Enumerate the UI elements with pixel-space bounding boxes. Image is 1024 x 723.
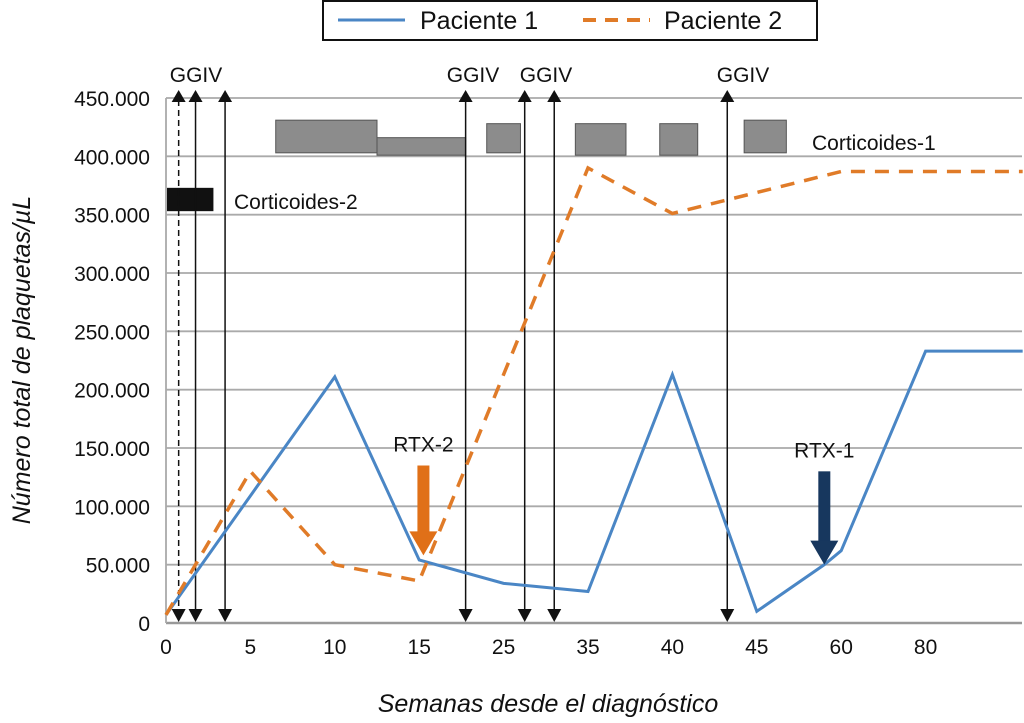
rtx-arrow-rtx-2: RTX-2 [393, 434, 454, 556]
x-axis-title: Semanas desde el diagnóstico [378, 690, 719, 718]
legend-label-paciente-1: Paciente 1 [420, 7, 538, 35]
arrow-down-head-icon [218, 609, 233, 622]
corticoid-blocks [167, 119, 787, 212]
ggiv-arrows [171, 90, 735, 622]
corticoides-2-block [167, 187, 214, 212]
ggiv-arrow [171, 90, 186, 622]
arrow-down-head-icon [720, 609, 735, 622]
ggiv-arrow [517, 90, 532, 622]
ggiv-arrow [188, 90, 203, 622]
ggiv-arrow [458, 90, 473, 622]
x-tick-label: 0 [160, 636, 172, 659]
y-tick-label: 100.000 [74, 496, 150, 519]
corticoides-1-block [743, 119, 787, 154]
legend: Paciente 1 Paciente 2 [322, 0, 818, 41]
ggiv-label: GGIV [520, 64, 573, 87]
y-axis-title: Número total de plaquetas/µL [8, 196, 36, 525]
corticoides-1-block [659, 123, 699, 156]
ggiv-label: GGIV [170, 64, 223, 87]
y-tick-label: 0 [138, 613, 150, 636]
arrow-up-head-icon [547, 90, 562, 102]
arrow-down-icon [409, 531, 438, 556]
y-tick-labels: 0 50.000 100.000 150.000 200.000 250.000 300.0… [74, 88, 150, 636]
x-tick-label: 45 [745, 636, 768, 659]
y-tick-label: 400.000 [74, 146, 150, 169]
arrow-down-head-icon [188, 609, 203, 622]
arrow-up-head-icon [218, 90, 233, 102]
arrow-down-head-icon [458, 609, 473, 622]
corticoides-1-block [574, 123, 627, 156]
series-line-paciente-1 [164, 349, 1023, 616]
corticoides-1-label: Corticoides-1 [812, 132, 936, 155]
arrow-up-head-icon [720, 90, 735, 102]
corticoides-1-block [275, 119, 378, 154]
ggiv-arrow [218, 90, 233, 622]
gridlines [165, 97, 1022, 625]
y-tick-label: 300.000 [74, 263, 150, 286]
y-tick-label: 150.000 [74, 438, 150, 461]
y-tick-label: 200.000 [74, 380, 150, 403]
rtx-arrow-shaft [818, 471, 831, 543]
x-tick-label: 80 [914, 636, 937, 659]
arrow-up-head-icon [458, 90, 473, 102]
y-tick-label: 450.000 [74, 88, 150, 111]
series-line-paciente-2 [164, 165, 1023, 616]
rtx-arrow-rtx-1: RTX-1 [794, 439, 854, 565]
y-tick-label: 250.000 [74, 321, 150, 344]
x-tick-label: 40 [661, 636, 684, 659]
legend-label-paciente-2: Paciente 2 [664, 7, 782, 35]
arrow-up-head-icon [517, 90, 532, 102]
x-tick-label: 5 [245, 636, 257, 659]
ggiv-arrow [547, 90, 562, 622]
y-tick-label: 350.000 [74, 205, 150, 228]
arrow-down-head-icon [171, 609, 186, 622]
rtx-label: RTX-2 [393, 434, 453, 457]
series-lines [164, 165, 1023, 616]
rtx-arrow-shaft [417, 465, 430, 534]
x-tick-labels: 0 5 10 15 25 35 40 45 60 80 [160, 636, 937, 659]
annotation-labels: GGIV GGIV GGIV GGIV Corticoides-1 Corticoides… [170, 64, 936, 214]
arrow-down-head-icon [517, 609, 532, 622]
arrow-up-head-icon [171, 90, 186, 102]
rtx-label: RTX-1 [794, 439, 854, 462]
corticoides-1-block [486, 123, 521, 154]
x-tick-label: 10 [323, 636, 346, 659]
corticoides-1-block [376, 137, 467, 156]
x-tick-label: 15 [408, 636, 431, 659]
rtx-arrows: RTX-2 RTX-1 [393, 434, 854, 565]
corticoides-2-label: Corticoides-2 [234, 191, 358, 214]
x-tick-label: 25 [492, 636, 515, 659]
x-tick-label: 60 [830, 636, 853, 659]
ggiv-label: GGIV [447, 64, 500, 87]
ggiv-label: GGIV [717, 64, 770, 87]
arrow-down-head-icon [547, 609, 562, 622]
x-tick-label: 35 [576, 636, 599, 659]
y-tick-label: 50.000 [86, 555, 150, 578]
arrow-down-icon [810, 540, 839, 565]
legend-box [322, 0, 818, 41]
arrow-up-head-icon [188, 90, 203, 102]
